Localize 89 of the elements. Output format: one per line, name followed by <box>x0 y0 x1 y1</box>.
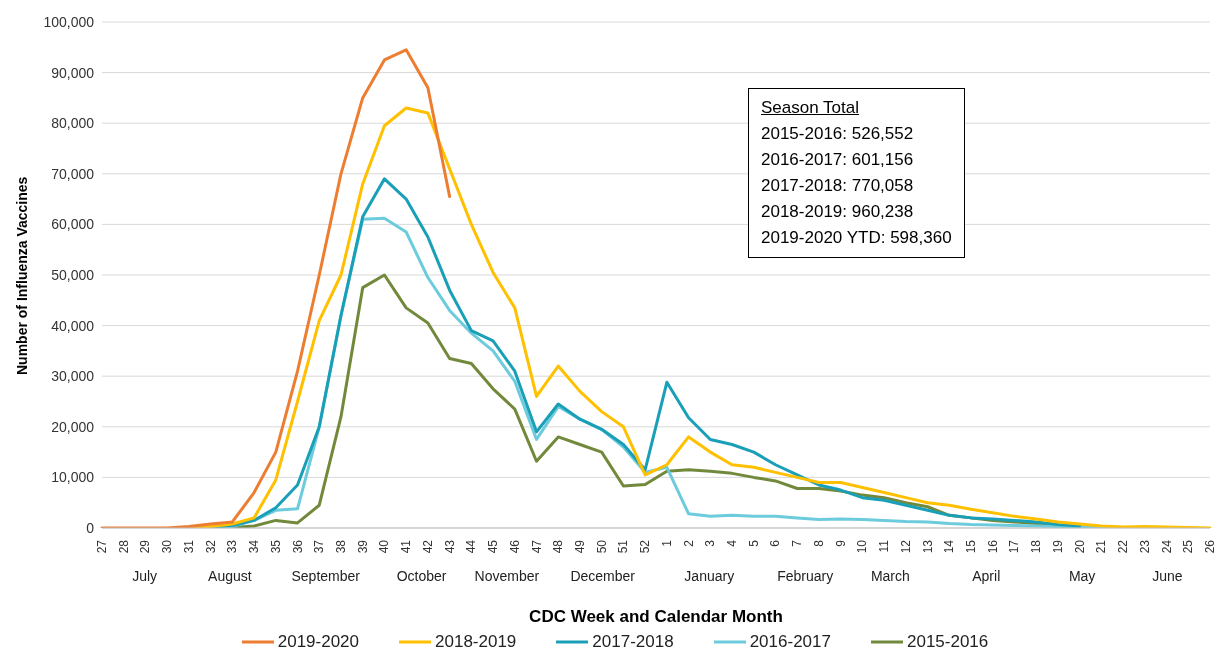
x-tick-label: 12 <box>898 539 913 554</box>
annotation: 2019-2020 YTD: 598,360 <box>761 227 952 249</box>
text: December <box>569 568 636 584</box>
legend-label: 2015-2016 <box>906 632 989 652</box>
y-tick-label: 60,000 <box>51 216 95 233</box>
x-tick-label: 11 <box>877 539 892 553</box>
text: April <box>971 568 1002 584</box>
x-tick-label: 17 <box>1007 539 1022 554</box>
annotation: 2017-2018: 770,058 <box>761 175 915 197</box>
y-tick-label: 10,000 <box>51 469 95 486</box>
y-tick-label: 20,000 <box>51 418 95 435</box>
legend-label: 2018-2019 <box>435 632 517 652</box>
x-tick-label: 7 <box>790 539 805 547</box>
x-tick-label: 22 <box>1116 539 1131 554</box>
x-axis-title: CDC Week and Calendar Month <box>529 607 783 626</box>
text: October <box>395 568 448 584</box>
x-tick-label: 9 <box>833 539 848 547</box>
x-tick-label: 33 <box>225 539 240 554</box>
annotation: 2015-2016: 526,552 <box>761 123 915 145</box>
x-tick-label: 45 <box>486 539 501 554</box>
x-tick-label: 28 <box>116 539 131 554</box>
x-tick-label: 41 <box>399 539 414 554</box>
x-tick-label: 43 <box>442 539 457 554</box>
y-tick-label: 70,000 <box>51 165 95 182</box>
x-tick-label: 13 <box>920 539 935 554</box>
x-tick-label: 35 <box>268 539 283 554</box>
x-tick-label: 25 <box>1181 539 1196 554</box>
x-tick-label: 10 <box>855 539 870 554</box>
x-tick-label: 18 <box>1029 539 1044 554</box>
x-tick-label: 37 <box>312 539 327 554</box>
x-tick-label: 26 <box>1203 539 1217 554</box>
x-tick-label: 50 <box>594 539 609 554</box>
x-tick-label: 46 <box>507 539 522 554</box>
x-tick-label: 38 <box>333 539 348 554</box>
text: February <box>776 568 835 584</box>
x-tick-label: 49 <box>572 539 587 554</box>
y-axis-title: Number of Influenza Vaccines <box>13 176 30 375</box>
x-tick-label: 16 <box>985 539 1000 554</box>
x-tick-label: 51 <box>616 539 631 554</box>
x-tick-label: 6 <box>768 539 783 547</box>
x-tick-label: 30 <box>160 539 175 554</box>
y-tick-label: 50,000 <box>51 266 95 283</box>
x-tick-label: 8 <box>811 539 826 547</box>
x-tick-label: 23 <box>1137 539 1152 554</box>
text: July <box>131 568 159 584</box>
x-tick-label: 31 <box>181 539 196 554</box>
text: January <box>683 568 736 584</box>
legend-label: 2016-2017 <box>749 632 831 652</box>
y-tick-label: 40,000 <box>51 317 95 334</box>
legend-label: 2019-2020 <box>277 632 360 652</box>
x-tick-label: 52 <box>638 539 653 554</box>
x-tick-label: 32 <box>203 539 218 554</box>
annotation: 2018-2019: 960,238 <box>761 201 915 223</box>
x-tick-label: 29 <box>138 539 153 554</box>
x-tick-label: 2 <box>681 539 696 547</box>
x-tick-label: 3 <box>703 539 718 547</box>
x-tick-label: 39 <box>355 539 370 554</box>
text: August <box>207 568 253 584</box>
x-tick-label: 1 <box>659 539 674 547</box>
x-tick-label: 44 <box>464 539 479 554</box>
x-tick-label: 48 <box>551 539 566 554</box>
y-tick-label: 90,000 <box>51 64 95 81</box>
x-tick-label: 40 <box>377 539 392 554</box>
x-tick-label: 36 <box>290 539 305 554</box>
x-tick-label: 19 <box>1050 539 1065 554</box>
line-series <box>100 48 452 528</box>
y-tick-label: 0 <box>86 519 95 536</box>
x-tick-label: 21 <box>1094 539 1109 554</box>
x-tick-label: 4 <box>725 539 740 547</box>
text: March <box>869 568 911 584</box>
text: May <box>1067 568 1097 584</box>
x-tick-label: 42 <box>420 539 435 554</box>
x-tick-label: 5 <box>746 539 761 547</box>
x-tick-label: 14 <box>942 539 957 554</box>
y-tick-label: 100,000 <box>43 13 95 30</box>
text: June <box>1151 568 1184 584</box>
x-tick-label: 24 <box>1159 539 1174 554</box>
text: September <box>290 568 361 584</box>
text: November <box>473 568 541 584</box>
x-tick-label: 47 <box>529 539 544 554</box>
x-tick-label: 20 <box>1072 539 1087 554</box>
annotation: Season Total <box>761 97 860 119</box>
legend-label: 2017-2018 <box>592 632 674 652</box>
x-tick-label: 27 <box>95 539 109 554</box>
x-tick-label: 15 <box>964 539 979 554</box>
annotation: 2016-2017: 601,156 <box>761 149 915 171</box>
y-tick-label: 80,000 <box>51 115 95 132</box>
y-tick-label: 30,000 <box>51 368 95 385</box>
x-tick-label: 34 <box>247 539 262 554</box>
